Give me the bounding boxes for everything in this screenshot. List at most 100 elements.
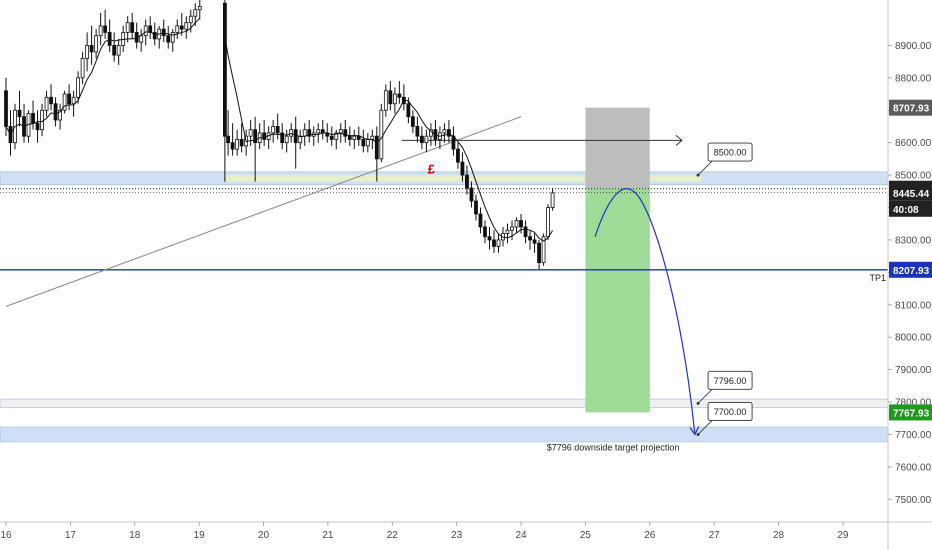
candle	[94, 35, 99, 53]
candle	[492, 239, 496, 247]
candle	[505, 229, 510, 234]
candle	[343, 129, 348, 137]
candle	[284, 135, 289, 144]
overlay-layer: £8500.00 7796.00 7700.00 $7796 downside tar…	[5, 18, 753, 453]
projection-curve	[594, 188, 696, 435]
callout-point	[696, 173, 700, 177]
price-tag	[889, 184, 932, 201]
candle	[98, 25, 103, 37]
candle	[62, 93, 67, 111]
y-tick-label: 8100.00	[895, 300, 932, 311]
callout-label: 7700.00	[714, 407, 747, 417]
x-tick-label: 16	[0, 530, 12, 541]
y-tick-label: 7700.00	[895, 430, 932, 441]
price-tag	[889, 404, 932, 421]
candle	[361, 139, 366, 147]
callout-box	[707, 402, 753, 421]
candle	[4, 90, 8, 127]
candle	[338, 129, 343, 134]
target-arrow-head	[675, 135, 683, 146]
x-tick-label: 29	[837, 530, 849, 541]
candle	[532, 239, 537, 244]
callout-label: 8500.00	[714, 148, 747, 158]
candle	[442, 129, 447, 134]
candle	[379, 109, 384, 160]
candle	[523, 226, 528, 238]
candle	[197, 6, 202, 11]
candle	[139, 35, 144, 43]
x-tick-label: 21	[322, 530, 334, 541]
candle	[89, 44, 94, 53]
y-tick-label: 7500.00	[895, 495, 932, 506]
candle	[130, 22, 135, 33]
zone-support	[0, 426, 889, 443]
candle	[235, 139, 240, 150]
candle	[392, 93, 397, 105]
candle	[239, 139, 244, 147]
candle	[248, 129, 253, 137]
candle	[465, 174, 469, 189]
candle	[406, 103, 411, 118]
trend-line	[5, 116, 522, 307]
zone-profit	[585, 188, 650, 413]
candle	[347, 135, 352, 140]
candle	[487, 236, 492, 241]
price-tag-label: 8445.44	[893, 189, 930, 200]
candle	[334, 132, 339, 140]
zone-target	[0, 398, 889, 408]
callout-point	[696, 432, 700, 436]
candle	[541, 236, 546, 264]
candle	[456, 148, 460, 163]
candle	[410, 116, 415, 127]
candle	[58, 109, 62, 121]
x-tick-label: 17	[65, 530, 77, 541]
candle	[17, 109, 22, 118]
y-tick-label: 8000.00	[895, 333, 932, 344]
candle	[85, 44, 90, 59]
lines-layer: TP1	[0, 116, 888, 307]
candle	[188, 15, 193, 24]
candle	[510, 226, 514, 231]
candle	[374, 135, 379, 160]
candle	[152, 32, 157, 40]
candle	[388, 90, 393, 105]
candle	[298, 135, 303, 144]
price-tag-label: 8207.93	[893, 266, 930, 277]
price-tag	[889, 200, 932, 217]
candle	[469, 187, 474, 202]
callout-pointer	[697, 418, 715, 435]
currency-marker: £	[428, 161, 436, 176]
candle	[528, 236, 532, 241]
x-tick-label: 27	[709, 530, 721, 541]
callout-label: 7796.00	[714, 376, 747, 386]
y-tick-label: 8900.00	[895, 41, 932, 52]
candle	[112, 44, 117, 56]
x-tick-label: 22	[387, 530, 399, 541]
candle	[184, 22, 189, 30]
y-tick-label: 7600.00	[895, 462, 932, 473]
candle	[222, 2, 227, 137]
price-tag	[889, 99, 932, 116]
candle	[280, 132, 285, 144]
candle	[44, 96, 49, 111]
candle	[352, 135, 357, 140]
candle	[474, 200, 478, 215]
callout-pointer	[697, 387, 715, 404]
candle	[125, 22, 130, 33]
candle	[383, 90, 388, 111]
callout-box	[707, 370, 753, 390]
moving-average-line	[5, 18, 201, 136]
candle	[329, 135, 334, 140]
x-tick-label: 28	[773, 530, 785, 541]
candle	[546, 207, 550, 238]
y-tick-label: 7800.00	[895, 398, 932, 409]
candle	[71, 96, 76, 105]
candle	[483, 226, 487, 238]
candle	[80, 57, 85, 79]
candle	[166, 35, 171, 43]
candle	[293, 129, 298, 144]
price-tag	[889, 261, 932, 278]
candle	[478, 213, 483, 228]
